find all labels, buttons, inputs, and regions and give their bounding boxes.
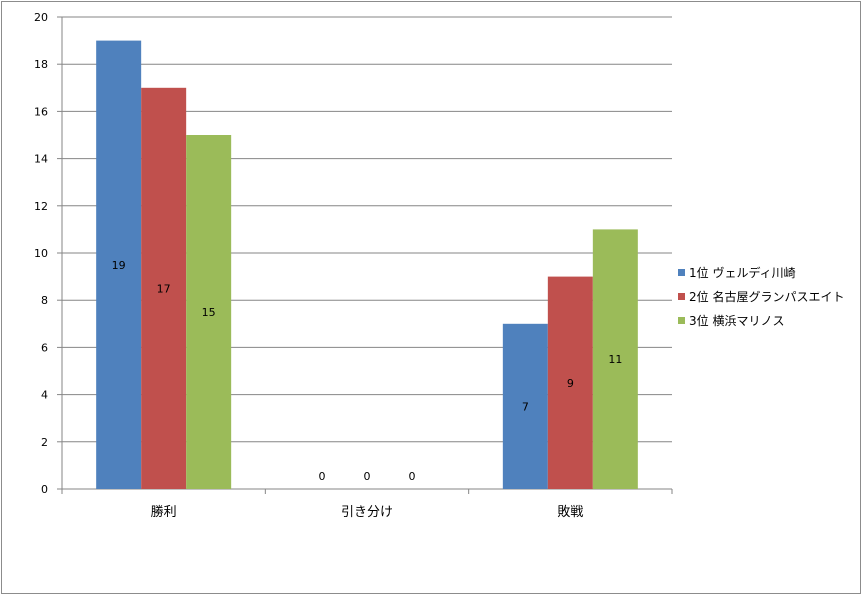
legend-swatch-1 <box>678 293 685 300</box>
bar-s2-c2 <box>592 229 638 489</box>
data-label-s1-c1: 0 <box>364 470 371 483</box>
y-tick-label-6: 6 <box>41 341 48 354</box>
x-category-label-1: 引き分け <box>341 505 393 520</box>
y-tick-label-20: 20 <box>34 11 48 24</box>
y-tick-label-4: 4 <box>41 389 48 402</box>
bar-s1-c0 <box>141 87 187 490</box>
data-label-s0-c1: 0 <box>319 470 326 483</box>
y-tick-label-12: 12 <box>34 200 48 213</box>
y-tick-label-14: 14 <box>34 153 48 166</box>
bar-s0-c2 <box>502 323 548 489</box>
data-label-s2-c0: 15 <box>202 306 216 319</box>
y-tick-label-8: 8 <box>41 294 48 307</box>
y-tick-label-16: 16 <box>34 105 48 118</box>
bar-s0-c0 <box>96 40 142 489</box>
legend-swatch-0 <box>678 269 685 276</box>
legend-label-1: 2位 名古屋グランパスエイト <box>689 289 844 304</box>
legend: 1位 ヴェルディ川崎 2位 名古屋グランパスエイト 3位 横浜マリノス <box>678 265 844 328</box>
y-tick-label-0: 0 <box>41 483 48 496</box>
data-label-s1-c2: 9 <box>567 377 574 390</box>
bar-s1-c2 <box>547 276 593 489</box>
legend-label-2: 3位 横浜マリノス <box>689 313 784 328</box>
x-category-label-0: 勝利 <box>151 505 177 520</box>
legend-swatch-2 <box>678 317 685 324</box>
data-label-s1-c0: 17 <box>157 282 171 295</box>
bar-s2-c0 <box>186 135 232 489</box>
legend-label-0: 1位 ヴェルディ川崎 <box>689 265 796 280</box>
data-label-s2-c2: 11 <box>608 353 622 366</box>
data-labels: 19 0 7 17 0 9 15 0 11 <box>112 259 623 483</box>
y-tick-label-10: 10 <box>34 247 48 260</box>
bars <box>96 40 638 490</box>
data-label-s2-c1: 0 <box>409 470 416 483</box>
data-label-s0-c0: 19 <box>112 259 126 272</box>
y-tick-label-2: 2 <box>41 436 48 449</box>
data-label-s0-c2: 7 <box>522 400 529 413</box>
x-category-label-2: 敗戦 <box>557 505 583 520</box>
y-tick-label-18: 18 <box>34 58 48 71</box>
